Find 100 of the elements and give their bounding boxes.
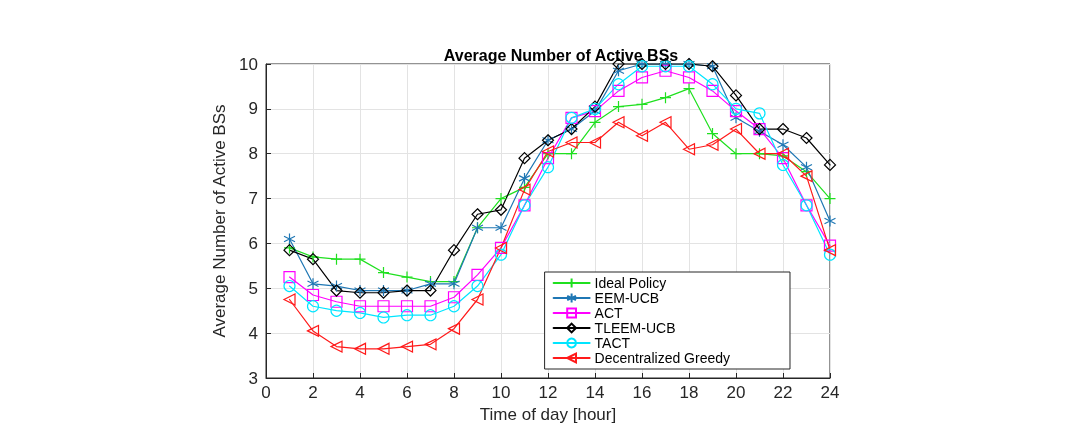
point <box>424 284 437 297</box>
point <box>776 158 790 172</box>
point <box>706 84 719 98</box>
point <box>306 288 320 302</box>
legend-label: TLEEM-UCB <box>594 320 676 336</box>
x-tick-label: 0 <box>261 383 271 402</box>
point <box>330 284 343 297</box>
point <box>518 172 531 185</box>
x-tick-label: 24 <box>820 383 840 402</box>
point <box>400 270 414 284</box>
point <box>424 309 437 322</box>
point <box>377 311 390 324</box>
point <box>283 279 296 293</box>
point <box>377 266 390 279</box>
x-tick-label: 6 <box>402 383 412 402</box>
y-tick-label: 9 <box>248 99 258 119</box>
y-tick-label: 3 <box>248 368 258 388</box>
point <box>518 152 531 165</box>
point <box>353 306 367 320</box>
point <box>400 300 414 313</box>
chart-title: Average Number of Active BSs <box>443 46 679 64</box>
point <box>706 127 719 140</box>
point <box>612 116 625 129</box>
y-axis-title: Average Number of Active BSs <box>210 104 230 338</box>
point <box>447 300 461 313</box>
x-tick-label: 2 <box>308 383 318 402</box>
point <box>565 136 578 149</box>
point <box>729 147 743 160</box>
point <box>635 98 649 111</box>
point <box>541 161 555 174</box>
point <box>612 84 625 98</box>
x-tick-label: 20 <box>726 383 746 402</box>
point <box>823 192 837 205</box>
x-tick-label: 8 <box>449 383 459 402</box>
point <box>353 342 367 355</box>
point <box>823 244 837 257</box>
point <box>447 291 461 304</box>
point <box>823 158 837 172</box>
point <box>494 248 508 261</box>
point <box>565 147 578 160</box>
point <box>494 192 508 205</box>
point <box>659 116 672 129</box>
point <box>447 322 461 335</box>
point <box>776 122 790 136</box>
point <box>729 89 743 102</box>
point <box>682 143 696 156</box>
point <box>306 277 320 290</box>
y-tick-label: 10 <box>239 54 258 74</box>
point <box>635 71 649 84</box>
point <box>682 82 696 95</box>
point <box>612 100 625 113</box>
legend-label: TACT <box>594 335 631 351</box>
point <box>330 253 343 266</box>
point <box>283 232 296 246</box>
point <box>753 107 766 120</box>
x-axis-title: Time of day [hour] <box>479 404 617 424</box>
point <box>682 71 696 84</box>
x-tick-label: 18 <box>679 383 699 402</box>
point <box>400 340 414 353</box>
x-tick-label: 14 <box>585 383 605 402</box>
point <box>612 64 625 77</box>
point <box>729 111 743 124</box>
x-tick-label: 22 <box>773 383 793 402</box>
point <box>800 170 813 183</box>
point <box>283 270 296 284</box>
y-tick-label: 8 <box>248 144 258 164</box>
point <box>823 248 837 261</box>
point <box>424 338 437 351</box>
point <box>330 340 343 353</box>
point <box>800 131 813 145</box>
point <box>494 221 508 234</box>
legend-label: ACT <box>594 305 624 321</box>
point <box>424 300 437 313</box>
legend-label: Decentralized Greedy <box>594 350 731 366</box>
point <box>659 64 672 77</box>
legend-label: Ideal Policy <box>594 275 667 291</box>
point <box>494 203 508 216</box>
point <box>588 116 602 129</box>
point <box>823 214 837 228</box>
point <box>306 300 320 313</box>
point <box>471 208 484 221</box>
point <box>330 279 343 293</box>
point <box>471 268 484 281</box>
point <box>612 78 625 91</box>
point <box>471 279 484 293</box>
point <box>729 122 743 136</box>
point <box>800 161 813 174</box>
point <box>400 309 414 322</box>
point <box>706 78 719 91</box>
y-tick-label: 5 <box>248 278 258 298</box>
point <box>283 293 296 306</box>
point <box>541 152 555 165</box>
point <box>635 129 649 142</box>
point <box>353 253 367 266</box>
x-tick-label: 4 <box>355 383 365 402</box>
point <box>706 138 719 151</box>
x-tick-label: 10 <box>491 383 511 402</box>
legend-label: EEM-UCB <box>594 290 660 306</box>
point <box>377 342 390 355</box>
point <box>306 324 320 337</box>
